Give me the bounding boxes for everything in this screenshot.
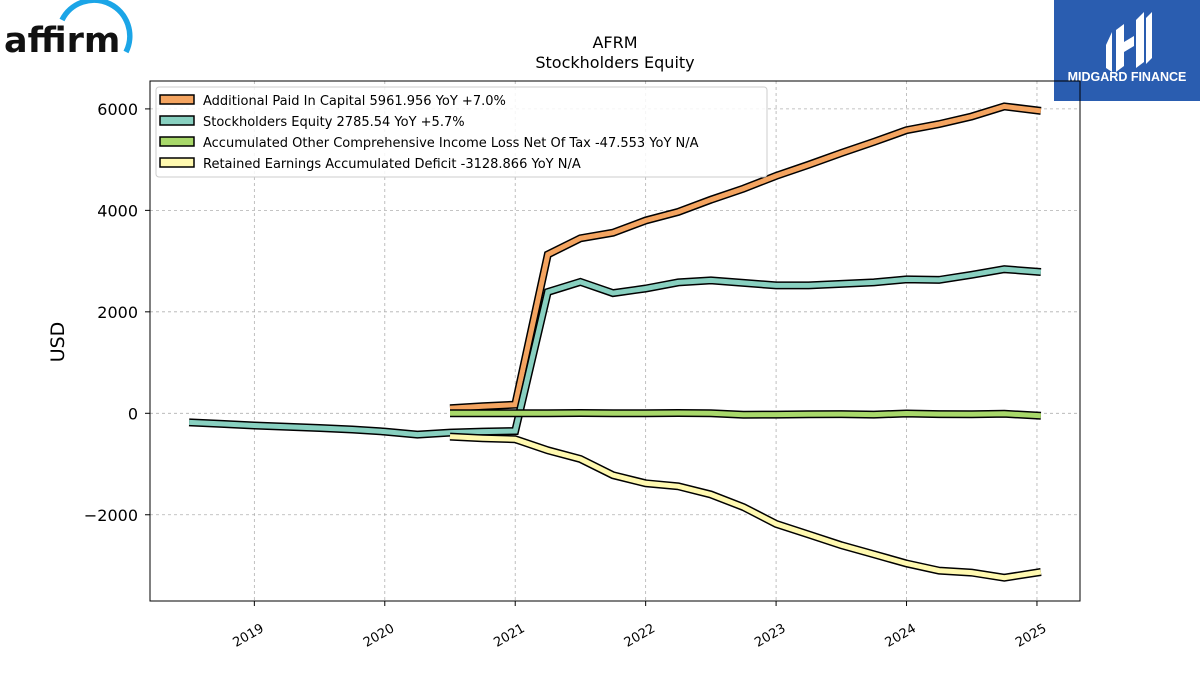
legend-swatch [159,157,195,168]
series-accumulated-other-comprehensive-income-loss-net-of-tax [450,408,1042,420]
chart-subtitle: Stockholders Equity [535,53,694,72]
plot-area-frame [149,80,1081,602]
legend-swatch [159,115,195,126]
series-line [449,103,1042,411]
legend-swatch [159,94,195,105]
legend-entry-retained-earnings: Retained Earnings Accumulated Deficit -3… [159,157,581,172]
legend-swatch [159,136,195,147]
series-lines [188,102,1042,582]
x-tick-label: 2024 [883,621,919,651]
x-tick-label: 2021 [491,621,527,651]
y-tick-label: 4000 [97,201,138,220]
legend-entry-stockholders-equity: Stockholders Equity 2785.54 YoY +5.7% [159,115,465,130]
series-line [188,266,1042,438]
legend-entry-additional-paid-in-capital: Additional Paid In Capital 5961.956 YoY … [159,94,506,109]
midgard-emblem-icon [1106,12,1152,72]
x-tick-label: 2022 [622,621,658,651]
affirm-logo-arc [59,0,133,54]
affirm-logo: affirm [4,0,133,60]
y-tick-label: 0 [128,404,138,423]
legend-label: Stockholders Equity 2785.54 YoY +5.7% [203,115,465,130]
series-additional-paid-in-capital [449,102,1042,413]
affirm-logo-text: affirm [4,21,120,60]
series-line [450,410,1042,419]
legend-box [155,86,768,178]
midgard-finance-logo: MIDGARD FINANCE [1054,0,1200,101]
legend-label: Accumulated Other Comprehensive Income L… [203,136,699,151]
legend-entry-accumulated-other-comprehensive-income: Accumulated Other Comprehensive Income L… [159,136,699,151]
x-tick-label: 2023 [752,621,788,651]
x-tick-label: 2020 [361,621,397,651]
y-tick-label: 6000 [97,100,138,119]
series-retained-earnings-accumulated-deficit [449,432,1042,582]
legend-label: Additional Paid In Capital 5961.956 YoY … [203,94,506,109]
legend: Additional Paid In Capital 5961.956 YoY … [155,86,768,178]
x-tick-label: 2019 [231,621,267,651]
axis-ticks: 6000 4000 2000 0 −2000 2019 2020 2021 2022 2023 20… [84,100,1049,651]
y-axis-label: USD [47,322,69,363]
midgard-logo-text: MIDGARD FINANCE [1068,70,1187,84]
y-tick-label: 2000 [97,303,138,322]
series-stockholders-equity [188,265,1042,439]
x-tick-label: 2025 [1013,621,1049,651]
series-line [449,434,1042,581]
legend-label: Retained Earnings Accumulated Deficit -3… [203,157,581,172]
chart-title: AFRM [592,33,637,52]
y-tick-label: −2000 [84,506,138,525]
